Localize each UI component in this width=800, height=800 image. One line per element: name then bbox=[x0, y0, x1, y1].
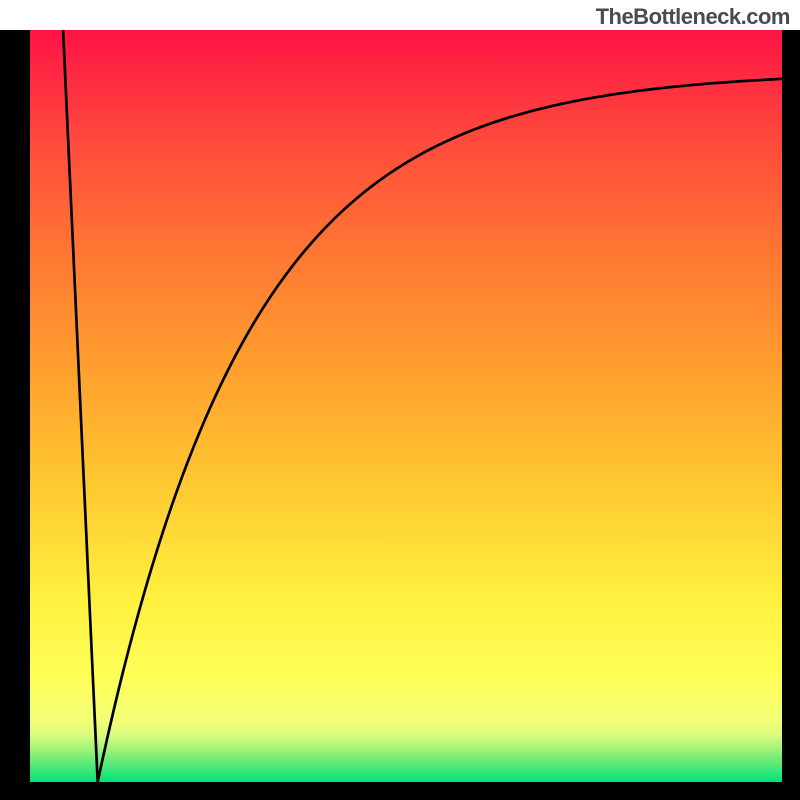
gradient-background bbox=[30, 30, 782, 782]
frame-bottom bbox=[0, 782, 800, 800]
frame-left bbox=[0, 30, 30, 800]
chart-container: TheBottleneck.com bbox=[0, 0, 800, 800]
frame-top-left-cap bbox=[0, 30, 30, 32]
bottleneck-chart bbox=[0, 0, 800, 800]
frame-right bbox=[782, 30, 800, 800]
frame-top-right-cap bbox=[782, 30, 800, 32]
watermark-text: TheBottleneck.com bbox=[596, 4, 790, 30]
